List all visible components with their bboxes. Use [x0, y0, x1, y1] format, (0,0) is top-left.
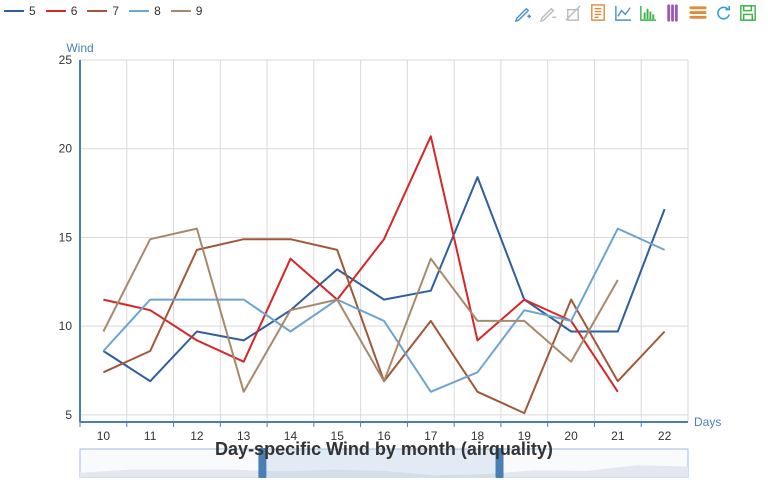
bar-chart-icon[interactable]	[638, 3, 658, 23]
legend-item-8[interactable]: 8	[129, 4, 161, 18]
x-tick-label: 22	[658, 429, 672, 443]
x-tick-label: 21	[611, 429, 625, 443]
stack-icon[interactable]	[663, 3, 683, 23]
eraser-icon[interactable]	[538, 3, 558, 23]
legend: 5 6 7 8 9	[4, 4, 202, 18]
x-tick-label: 15	[331, 429, 345, 443]
x-tick-label: 12	[190, 429, 204, 443]
x-tick-label: 13	[237, 429, 251, 443]
y-tick-label: 20	[59, 142, 73, 156]
y-axis-label: Wind	[66, 41, 93, 55]
x-tick-label: 18	[471, 429, 485, 443]
x-tick-label: 16	[377, 429, 391, 443]
legend-item-9[interactable]: 9	[170, 4, 203, 18]
legend-swatch	[45, 10, 66, 12]
tiled-icon[interactable]	[688, 3, 708, 23]
y-tick-label: 25	[59, 53, 73, 67]
legend-swatch	[87, 10, 108, 12]
x-tick-label: 17	[424, 429, 438, 443]
save-image-icon[interactable]	[738, 3, 758, 23]
clear-icon[interactable]	[563, 3, 583, 23]
legend-swatch	[129, 10, 150, 12]
datazoom-selection	[262, 449, 500, 477]
legend-swatch	[170, 10, 191, 12]
data-view-icon[interactable]	[588, 3, 608, 23]
legend-label: 7	[112, 4, 120, 18]
legend-label: 6	[70, 4, 78, 18]
legend-label: 9	[195, 4, 203, 18]
x-axis-label: Days	[694, 415, 721, 429]
series-line-5	[102, 176, 666, 383]
y-tick-label: 10	[59, 319, 73, 333]
legend-label: 8	[154, 4, 161, 18]
x-tick-label: 10	[97, 429, 111, 443]
series-line-6	[103, 135, 619, 393]
legend-label: 5	[29, 4, 36, 18]
y-tick-label: 5	[65, 408, 72, 422]
datazoom-handle-start[interactable]	[258, 448, 267, 478]
toolbox	[513, 3, 758, 23]
datazoom-handle-end[interactable]	[495, 448, 504, 478]
x-tick-label: 19	[518, 429, 532, 443]
legend-item-7[interactable]: 7	[87, 4, 119, 18]
restore-icon[interactable]	[713, 3, 733, 23]
legend-item-5[interactable]: 5	[4, 4, 36, 18]
datazoom-preview	[80, 465, 688, 477]
y-tick-label: 15	[59, 230, 73, 244]
draw-line-icon[interactable]	[513, 3, 533, 23]
legend-item-6[interactable]: 6	[45, 4, 78, 18]
legend-swatch	[4, 10, 24, 12]
x-tick-label: 20	[564, 429, 578, 443]
series-line-8	[102, 227, 666, 393]
line-chart-icon[interactable]	[613, 3, 633, 23]
x-tick-label: 11	[144, 429, 157, 443]
series-line-9	[102, 227, 619, 393]
x-tick-label: 14	[284, 429, 298, 443]
